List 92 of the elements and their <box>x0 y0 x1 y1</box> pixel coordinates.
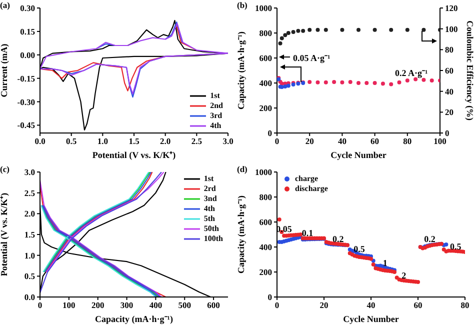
y-tick-label: 2.0 <box>24 208 35 218</box>
annotation: 2 <box>402 270 407 280</box>
y-tick-label: -0.45 <box>17 120 35 130</box>
y-tick-label: 0.5 <box>24 270 35 281</box>
y2-tick-label: 20 <box>445 107 454 118</box>
y-tick-label: 400 <box>259 78 272 88</box>
y-axis-title: Current (mA) <box>0 44 10 98</box>
x-tick-label: 400 <box>149 300 162 310</box>
annotation: 1 <box>382 257 388 268</box>
legend-label: 2rd <box>204 184 216 194</box>
legend-label: 5th <box>204 214 215 224</box>
x-tick-label: 0.5 <box>66 136 77 146</box>
y2-axis-title: Coulombic Efficiency (%) <box>464 20 474 120</box>
x-tick-label: 80 <box>403 136 412 146</box>
y2-tick-label: 40 <box>445 86 454 96</box>
legend-label: discharge <box>295 184 328 194</box>
y-tick-label: 3.0 <box>24 166 35 177</box>
legend-label: charge <box>295 174 318 184</box>
x-tick-label: 20 <box>305 136 314 146</box>
y-tick-label: 0.00 <box>20 50 35 60</box>
x-tick-label: 40 <box>338 136 346 146</box>
y2-tick-label: 120 <box>445 3 458 14</box>
y-tick-label: 1000 <box>255 3 272 14</box>
x-tick-label: 1.5 <box>128 136 140 146</box>
annotation: 0.2 A·g⁻¹ <box>395 67 428 79</box>
x-tick-label: 300 <box>120 300 134 310</box>
legend-label: 50th <box>204 224 219 234</box>
annotation: 0.1 <box>302 227 314 238</box>
x-axis-title: Capacity (mA·h·g⁻¹) <box>95 314 173 324</box>
legend-label: 4th <box>210 121 222 131</box>
annotation: 0.5 <box>450 241 462 252</box>
x-tick-label: 3.0 <box>222 136 234 146</box>
x-axis-title: Potential (V vs. K/K⁺) <box>92 150 176 160</box>
y-tick-label: 0 <box>268 128 272 138</box>
y-tick-label: 0.30 <box>20 3 35 14</box>
legend-label: 100th <box>204 234 223 244</box>
legend-label: 3rd <box>210 111 222 121</box>
y-tick-label: 2.5 <box>24 187 35 198</box>
y-tick-label: 0 <box>268 292 272 302</box>
x-tick-label: 600 <box>207 300 220 310</box>
y-axis-title: Capacity (mA·h·g⁻¹) <box>236 32 246 110</box>
chart-title: (d) <box>237 164 248 174</box>
legend-label: 1st <box>204 174 214 184</box>
y2-tick-label: 60 <box>445 66 454 76</box>
x-tick-label: 60 <box>414 300 422 310</box>
x-tick-label: 0 <box>274 136 280 146</box>
y-tick-label: 600 <box>259 53 272 64</box>
y-tick-label: 0.0 <box>24 292 35 302</box>
y-tick-label: 400 <box>259 242 272 252</box>
x-tick-label: 0 <box>274 300 280 310</box>
y-tick-label: -0.30 <box>17 96 35 107</box>
y-tick-label: 200 <box>259 266 272 277</box>
legend-label: 1st <box>210 91 220 101</box>
x-tick-label: 100 <box>62 300 76 310</box>
y-tick-label: 0.15 <box>20 26 35 36</box>
x-tick-label: 500 <box>178 300 191 310</box>
x-axis-title: Cycle Number <box>343 314 399 324</box>
y-tick-label: 1.0 <box>24 250 35 260</box>
legend-label: 2nd <box>210 101 223 111</box>
x-tick-label: 0.0 <box>34 136 46 146</box>
x-tick-label: 1.0 <box>97 136 108 146</box>
legend-label: 3nd <box>204 194 217 204</box>
chart-title: (b) <box>237 0 248 10</box>
chart-title: (c) <box>0 164 10 174</box>
x-tick-label: 2.5 <box>191 136 202 146</box>
y-tick-label: 1000 <box>255 166 272 177</box>
x-tick-label: 80 <box>460 300 470 310</box>
x-tick-label: 40 <box>366 300 376 310</box>
y2-tick-label: 100 <box>445 24 458 34</box>
x-tick-label: 2.0 <box>160 136 171 146</box>
annotation: 0.2 <box>332 234 344 244</box>
y2-tick-label: 80 <box>445 44 454 55</box>
y-tick-label: 200 <box>259 103 272 114</box>
annotation: 0.5 <box>354 244 366 254</box>
chart-title: (a) <box>0 0 10 10</box>
y-tick-label: 800 <box>259 192 272 202</box>
x-tick-label: 0 <box>38 300 42 310</box>
annotation: 0.2 <box>424 234 436 244</box>
y-tick-label: -0.15 <box>17 73 35 84</box>
y2-tick-label: 0 <box>445 128 450 138</box>
x-tick-label: 60 <box>370 136 380 146</box>
y-tick-label: 1.5 <box>24 229 35 240</box>
x-axis-title: Cycle Number <box>330 150 386 160</box>
x-tick-label: 100 <box>434 136 446 146</box>
y-axis-title: Capacity (mA·h·g⁻¹) <box>236 195 246 273</box>
y-axis-title: Potential (V vs. K/K⁺) <box>0 192 10 276</box>
x-tick-label: 200 <box>91 300 104 310</box>
y-tick-label: 600 <box>259 216 272 227</box>
x-tick-label: 20 <box>320 300 328 310</box>
legend-label: 4th <box>204 204 215 214</box>
y-tick-label: 800 <box>259 28 272 38</box>
annotation: 0.05 A·g⁻¹ <box>293 52 330 64</box>
